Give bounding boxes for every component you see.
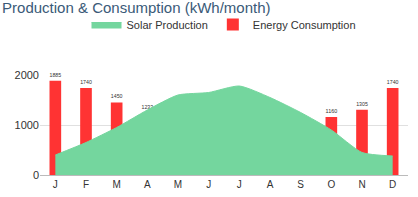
svg-text:N: N (358, 179, 365, 190)
svg-text:1233: 1233 (142, 104, 154, 110)
svg-text:J: J (237, 179, 242, 190)
svg-text:O: O (327, 179, 335, 190)
svg-text:S: S (297, 179, 304, 190)
svg-text:D: D (389, 179, 396, 190)
svg-text:1305: 1305 (356, 101, 368, 107)
svg-text:1450: 1450 (111, 93, 123, 99)
svg-text:725: 725 (264, 128, 276, 135)
svg-text:J: J (206, 179, 211, 190)
svg-text:Production & Consumption (kWh/: Production & Consumption (kWh/month) (2, 0, 270, 16)
svg-text:1740: 1740 (80, 79, 92, 85)
svg-text:798: 798 (203, 125, 215, 132)
svg-text:M: M (174, 179, 182, 190)
svg-text:Solar Production: Solar Production (127, 19, 208, 31)
svg-text:1000: 1000 (15, 119, 39, 131)
svg-text:J: J (53, 179, 58, 190)
svg-text:0: 0 (33, 169, 39, 181)
svg-text:2000: 2000 (15, 69, 39, 81)
svg-text:1015: 1015 (172, 115, 184, 121)
svg-text:725: 725 (234, 128, 246, 135)
svg-text:A: A (267, 179, 274, 190)
svg-text:1160: 1160 (326, 108, 338, 114)
svg-text:725: 725 (295, 128, 307, 135)
svg-text:Energy Consumption: Energy Consumption (253, 19, 356, 31)
svg-text:F: F (83, 179, 89, 190)
svg-text:A: A (144, 179, 151, 190)
svg-text:1740: 1740 (387, 79, 399, 85)
svg-text:M: M (112, 179, 120, 190)
svg-text:1885: 1885 (50, 72, 62, 78)
